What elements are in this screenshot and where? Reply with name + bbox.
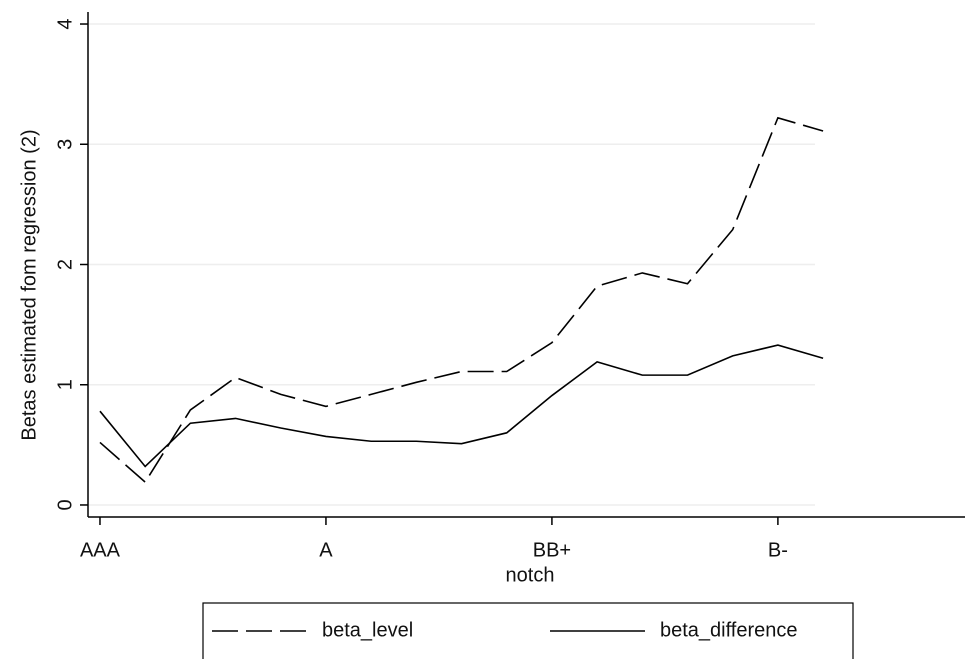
legend-label: beta_level xyxy=(322,619,413,641)
x-tick-label: B- xyxy=(768,539,788,561)
y-tick-label: 2 xyxy=(54,259,76,270)
x-tick-label: BB+ xyxy=(533,539,571,561)
x-axis-label: notch xyxy=(506,564,555,586)
y-axis-label: Betas estimated fom regression (2) xyxy=(18,129,40,440)
y-tick-label: 3 xyxy=(54,139,76,150)
y-tick-label: 4 xyxy=(54,18,76,29)
y-tick-label: 0 xyxy=(54,499,76,510)
legend-box xyxy=(202,602,854,659)
series-line xyxy=(99,116,824,484)
x-tick-label: AAA xyxy=(80,539,121,561)
series-line xyxy=(99,344,824,468)
y-tick-label: 1 xyxy=(54,379,76,390)
x-tick-label: A xyxy=(319,539,333,561)
legend-label: beta_difference xyxy=(660,619,798,641)
